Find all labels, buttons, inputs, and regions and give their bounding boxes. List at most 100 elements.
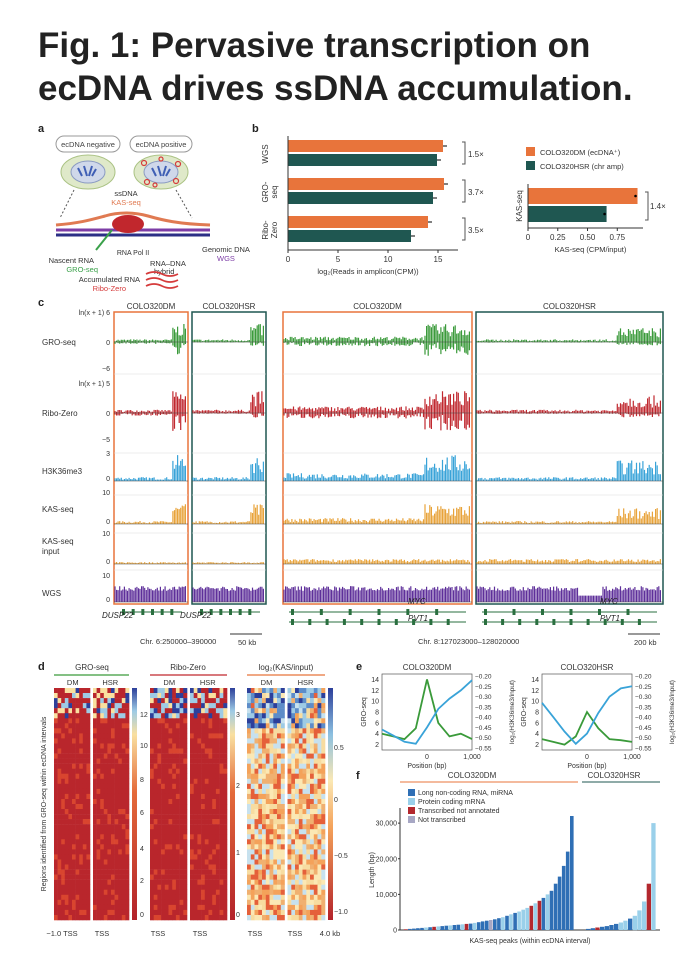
heatmap-cell — [114, 854, 119, 860]
heatmap-cell — [280, 738, 285, 744]
kas-x-tick-label: 0 — [526, 233, 531, 242]
heatmap-cell — [168, 748, 173, 754]
gene-exon — [406, 609, 410, 615]
heatmap-cell — [219, 733, 224, 739]
gene-exon — [141, 609, 145, 615]
heatmap-cell — [100, 743, 105, 749]
heatmap-cell — [262, 703, 266, 709]
heatmap-cell — [306, 738, 311, 744]
heatmap-cell — [223, 743, 228, 749]
heatmap-cell — [223, 829, 228, 835]
heatmap-cell — [219, 869, 224, 875]
heatmap-cell — [68, 703, 73, 709]
bar-dm — [420, 927, 424, 930]
heatmap-cell — [107, 889, 112, 895]
heatmap-cell — [212, 824, 217, 830]
heatmap-cell — [302, 738, 307, 744]
heatmap-cell — [262, 894, 266, 901]
heatmap-cell — [79, 859, 84, 865]
colorbar-label: 3 — [236, 712, 240, 719]
heatmap-cell — [57, 723, 62, 729]
heatmap-cell — [54, 839, 58, 845]
heatmap-cell — [215, 915, 220, 921]
heatmap-cell — [168, 884, 173, 890]
heatmap-cell — [208, 804, 213, 810]
heatmap-cell — [64, 733, 69, 739]
heatmap-cell — [250, 758, 255, 764]
heatmap-cell — [208, 869, 213, 875]
heatmap-cell — [201, 773, 206, 779]
heatmap-cell — [317, 763, 322, 769]
heatmap-cell — [280, 829, 285, 835]
heatmap-cell — [157, 829, 162, 835]
heatmap-cell — [212, 753, 217, 759]
heatmap-cell — [161, 768, 166, 774]
heatmap-cell — [64, 718, 69, 724]
heatmap-cell — [64, 864, 69, 870]
track-box — [282, 311, 473, 605]
y-tick-right: −0.35 — [475, 704, 492, 711]
heatmap-cell — [298, 829, 303, 835]
heatmap-cell — [262, 879, 266, 885]
kas-x-tick-label: 0.75 — [609, 233, 625, 242]
heatmap-cell — [111, 743, 115, 749]
heatmap-cell — [277, 889, 281, 895]
heatmap-cell — [103, 894, 108, 901]
heatmap-cell — [219, 788, 224, 795]
heatmap-cell — [265, 854, 270, 860]
heatmap-cell — [258, 859, 263, 865]
heatmap-cell — [86, 839, 91, 845]
heatmap-cell — [103, 688, 108, 694]
heatmap-cell — [183, 748, 188, 754]
gene-exon — [131, 609, 135, 615]
heatmap-cell — [219, 708, 224, 714]
heatmap-cell — [96, 844, 101, 850]
gene-exon — [209, 609, 213, 615]
heatmap-cell — [172, 849, 177, 855]
heatmap-cell — [96, 688, 101, 694]
heatmap-cell — [68, 783, 73, 790]
heatmap-cell — [172, 834, 177, 840]
heatmap-cell — [68, 915, 73, 921]
heatmap-cell — [172, 688, 177, 694]
heatmap-cell — [254, 814, 259, 820]
heatmap-cell — [75, 783, 80, 790]
heatmap-cell — [157, 728, 162, 734]
heatmap-cell — [57, 733, 62, 739]
gene-exon — [518, 619, 522, 625]
heatmap-cell — [114, 758, 119, 764]
heatmap-cell — [295, 849, 299, 855]
heatmap-cell — [298, 915, 303, 921]
heatmap-cell — [298, 859, 303, 865]
heatmap-cell — [262, 844, 266, 850]
track-header: COLO320HSR — [543, 302, 596, 311]
chromosomes-negative — [77, 165, 97, 177]
heatmap-cell — [277, 743, 281, 749]
heatmap-cell — [273, 703, 278, 709]
heatmap-cell — [302, 824, 307, 830]
heatmap-cell — [212, 804, 217, 810]
heatmap-cell — [164, 688, 169, 694]
heatmap-cell — [219, 894, 224, 901]
heatmap-cell — [208, 703, 213, 709]
heatmap-cell — [208, 814, 213, 820]
heatmap-cell — [164, 829, 169, 835]
heatmap-cell — [204, 753, 209, 759]
wgs-label: WGS — [217, 254, 235, 263]
heatmap-cell — [125, 708, 130, 714]
heatmap-cell — [265, 788, 270, 795]
heatmap-cell — [54, 884, 58, 890]
heatmap-cell — [291, 713, 296, 719]
signal-track — [114, 324, 186, 355]
heatmap-cell — [72, 854, 76, 860]
heatmap-cell — [172, 874, 177, 880]
heatmap-cell — [193, 698, 198, 704]
heatmap-cell — [54, 904, 58, 911]
heatmap-cell — [262, 804, 266, 810]
heatmap-cell — [103, 909, 108, 916]
heatmap-cell — [280, 899, 285, 906]
heatmap-cell — [201, 859, 206, 865]
heatmap-cell — [125, 788, 130, 795]
heatmap-cell — [168, 743, 173, 749]
y-tick-left: 10 — [371, 699, 379, 706]
